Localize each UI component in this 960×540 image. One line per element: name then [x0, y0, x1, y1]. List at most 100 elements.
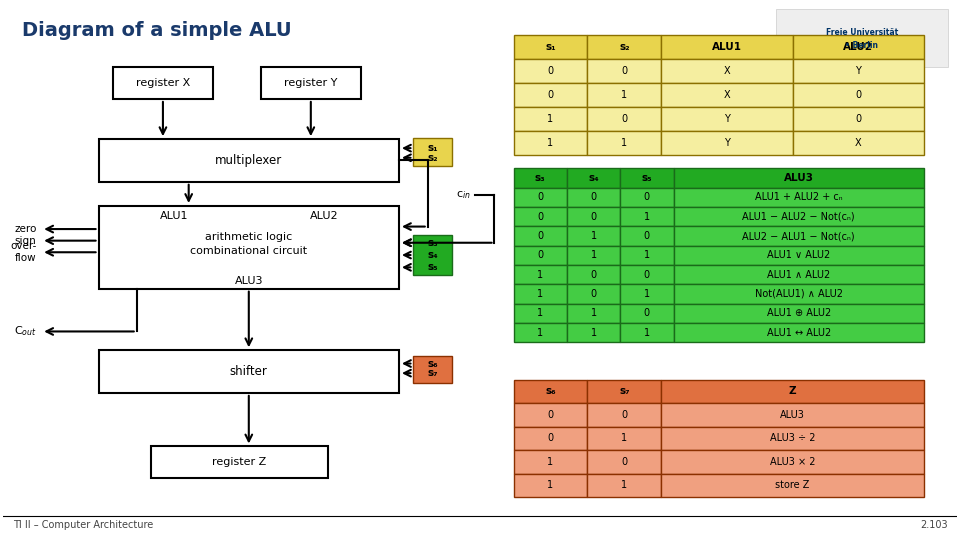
- Bar: [514, 380, 588, 403]
- Bar: [514, 303, 567, 323]
- Bar: [588, 474, 661, 497]
- Text: arithmetic logic: arithmetic logic: [205, 232, 293, 242]
- Bar: [661, 380, 924, 403]
- Bar: [588, 35, 661, 59]
- Text: Y: Y: [855, 66, 861, 76]
- Bar: [674, 226, 924, 246]
- Bar: [620, 168, 674, 188]
- Text: 1: 1: [621, 481, 628, 490]
- Text: 0: 0: [621, 114, 628, 124]
- Bar: [514, 107, 588, 131]
- Text: s₂: s₂: [427, 153, 438, 163]
- Text: C$_{out}$: C$_{out}$: [13, 325, 36, 339]
- Bar: [514, 207, 567, 226]
- Text: ALU1 ⊕ ALU2: ALU1 ⊕ ALU2: [767, 308, 830, 318]
- Bar: [620, 188, 674, 207]
- Bar: [620, 303, 674, 323]
- Text: 1: 1: [644, 251, 650, 260]
- Bar: [674, 188, 924, 207]
- Bar: [661, 59, 793, 83]
- Text: ALU1: ALU1: [159, 211, 188, 221]
- Bar: [567, 265, 620, 284]
- Bar: [514, 450, 588, 474]
- Bar: [620, 226, 674, 246]
- Text: X: X: [724, 90, 731, 100]
- Text: s₄: s₄: [427, 250, 438, 260]
- Text: ALU3: ALU3: [780, 410, 805, 420]
- Text: ALU1 − ALU2 − Not(cₙ): ALU1 − ALU2 − Not(cₙ): [742, 212, 855, 222]
- Bar: [620, 246, 674, 265]
- Bar: [661, 474, 924, 497]
- Text: s₁: s₁: [545, 42, 556, 52]
- Bar: [414, 235, 451, 275]
- Text: 0: 0: [644, 269, 650, 280]
- Bar: [567, 207, 620, 226]
- Bar: [99, 139, 399, 182]
- Bar: [567, 168, 620, 188]
- Text: sign: sign: [14, 235, 36, 246]
- Text: 0: 0: [547, 410, 554, 420]
- Text: • Berlin: • Berlin: [846, 41, 878, 50]
- Bar: [99, 350, 399, 393]
- Text: 2.103: 2.103: [920, 521, 948, 530]
- Text: 1: 1: [538, 308, 543, 318]
- Text: 1: 1: [621, 138, 628, 148]
- Bar: [674, 303, 924, 323]
- Bar: [514, 427, 588, 450]
- Bar: [567, 303, 620, 323]
- Bar: [514, 83, 588, 107]
- Text: multiplexer: multiplexer: [215, 154, 282, 167]
- Bar: [661, 35, 793, 59]
- Text: 1: 1: [547, 457, 554, 467]
- Text: 1: 1: [547, 138, 554, 148]
- Bar: [514, 323, 567, 342]
- Bar: [661, 450, 924, 474]
- Bar: [793, 59, 924, 83]
- Bar: [567, 246, 620, 265]
- Text: s₆: s₆: [427, 359, 438, 368]
- Text: 0: 0: [644, 231, 650, 241]
- Text: s₃: s₃: [427, 238, 438, 248]
- Bar: [674, 284, 924, 303]
- Bar: [414, 138, 451, 166]
- Text: 0: 0: [547, 433, 554, 443]
- Bar: [514, 403, 588, 427]
- Bar: [113, 67, 213, 99]
- Text: ALU1 + ALU2 + cₙ: ALU1 + ALU2 + cₙ: [755, 192, 843, 202]
- Bar: [620, 284, 674, 303]
- Text: ALU1 ∨ ALU2: ALU1 ∨ ALU2: [767, 251, 830, 260]
- Bar: [793, 83, 924, 107]
- Text: store Z: store Z: [776, 481, 809, 490]
- Bar: [588, 59, 661, 83]
- Text: Diagram of a simple ALU: Diagram of a simple ALU: [22, 22, 292, 40]
- Text: shifter: shifter: [229, 365, 268, 378]
- Text: 1: 1: [644, 212, 650, 222]
- Bar: [588, 107, 661, 131]
- Text: register Y: register Y: [284, 78, 338, 88]
- Bar: [567, 284, 620, 303]
- Bar: [674, 246, 924, 265]
- Text: ALU2: ALU2: [310, 211, 338, 221]
- Bar: [620, 323, 674, 342]
- Text: 0: 0: [590, 269, 596, 280]
- Text: 0: 0: [621, 457, 628, 467]
- Bar: [661, 107, 793, 131]
- Text: ALU2: ALU2: [843, 42, 874, 52]
- Text: 1: 1: [538, 289, 543, 299]
- Text: 0: 0: [538, 192, 543, 202]
- Text: combinational circuit: combinational circuit: [190, 246, 307, 255]
- Text: ALU3 × 2: ALU3 × 2: [770, 457, 815, 467]
- Text: Y: Y: [724, 138, 730, 148]
- Bar: [514, 474, 588, 497]
- Text: s₄: s₄: [588, 173, 599, 183]
- Bar: [793, 131, 924, 155]
- Text: ALU1: ALU1: [712, 42, 742, 52]
- Bar: [661, 403, 924, 427]
- Bar: [514, 226, 567, 246]
- Text: register Z: register Z: [212, 457, 266, 468]
- Text: 1: 1: [590, 251, 596, 260]
- Bar: [620, 207, 674, 226]
- Bar: [588, 83, 661, 107]
- Bar: [674, 265, 924, 284]
- Text: 0: 0: [644, 308, 650, 318]
